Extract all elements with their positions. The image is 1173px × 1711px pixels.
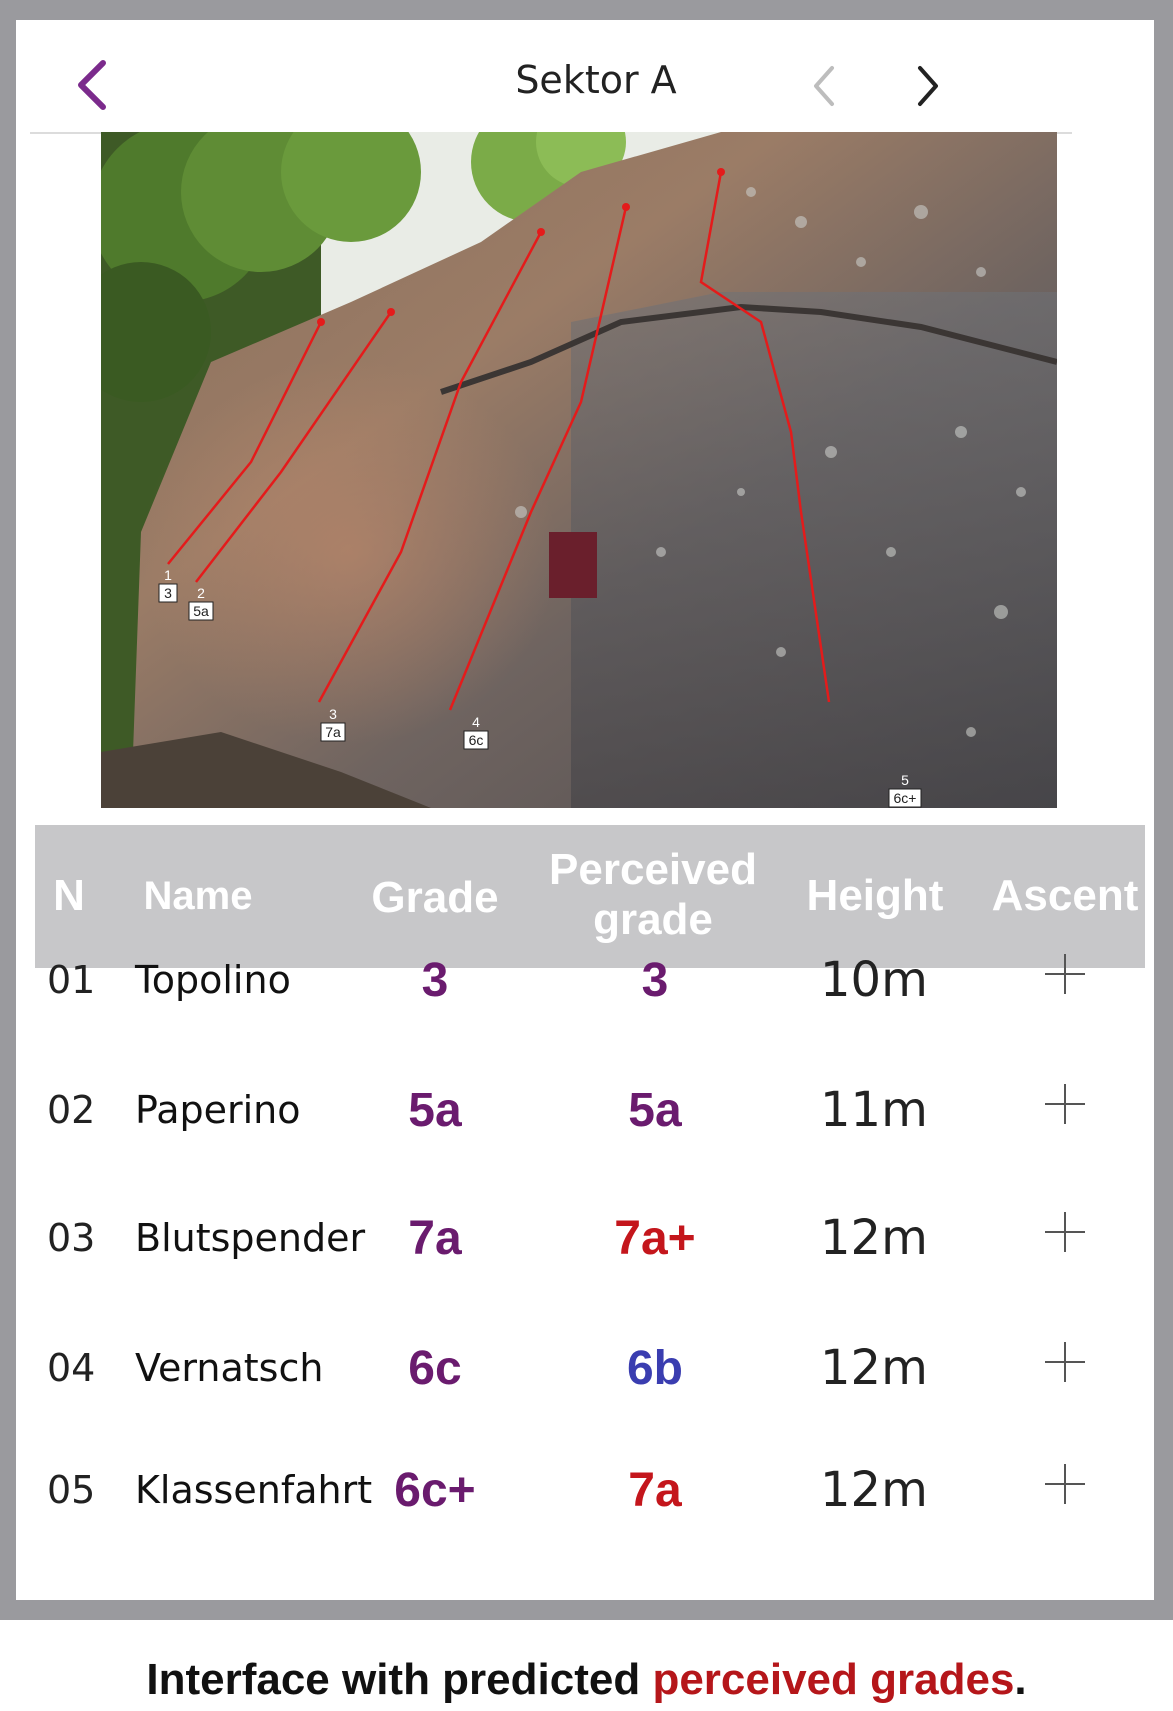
column-header-ascent: Ascent: [991, 871, 1139, 920]
table-row: 05 Klassenfahrt 6c+ 7a 12m: [35, 1426, 1145, 1554]
svg-text:4: 4: [472, 714, 480, 730]
add-ascent-button[interactable]: [1015, 1168, 1115, 1296]
crag-photo: 1 3 2 5a 3 7a 4 6c 5 6c+: [101, 132, 1057, 808]
caption-suffix: .: [1014, 1655, 1027, 1704]
route-grade: 5a: [408, 1083, 462, 1137]
table-row: 02 Paperino 5a 5a 11m: [35, 1046, 1145, 1174]
svg-text:2: 2: [197, 585, 205, 601]
route-number: 04: [47, 1346, 96, 1390]
route-grade: 6c: [408, 1341, 462, 1395]
previous-sector-button[interactable]: [794, 54, 854, 118]
route-tag-1: 1 3: [158, 567, 178, 603]
route-tag-2: 2 5a: [188, 585, 214, 621]
route-perceived-grade: 5a: [628, 1083, 682, 1137]
column-header-perceived-line1: Perceived: [549, 845, 757, 894]
route-tag-4: 4 6c: [463, 714, 489, 750]
route-number: 02: [47, 1088, 96, 1132]
svg-text:3: 3: [329, 706, 337, 722]
route-number: 03: [47, 1216, 96, 1260]
route-tag-5: 5 6c+: [888, 772, 922, 808]
svg-text:1: 1: [164, 567, 172, 583]
column-header-perceived-grade: Perceived grade: [533, 845, 773, 945]
route-perceived-grade: 7a: [628, 1463, 682, 1517]
svg-text:6c: 6c: [469, 732, 484, 748]
column-header-grade: Grade: [371, 873, 499, 922]
route-perceived-grade: 7a+: [614, 1211, 696, 1265]
route-tag-3: 3 7a: [320, 706, 346, 742]
table-row: 01 Topolino 3 3 10m: [35, 916, 1145, 1044]
route-number: 05: [47, 1468, 96, 1512]
svg-text:5: 5: [901, 772, 909, 788]
caption-prefix: Interface with predicted: [146, 1655, 653, 1704]
route-height: 10m: [820, 952, 928, 1008]
figure-caption: Interface with predicted perceived grade…: [0, 1655, 1173, 1705]
route-perceived-grade: 6b: [626, 1341, 683, 1395]
column-header-perceived-line2: grade: [593, 895, 713, 944]
route-name: Vernatsch: [135, 1346, 324, 1390]
column-header-height: Height: [806, 871, 944, 920]
route-number: 01: [47, 958, 96, 1002]
route-perceived-grade: 3: [641, 953, 669, 1007]
svg-text:3: 3: [164, 585, 172, 601]
route-grade: 6c+: [394, 1463, 476, 1517]
route-height: 12m: [820, 1340, 928, 1396]
add-ascent-button[interactable]: [1015, 1420, 1115, 1548]
route-height: 11m: [820, 1082, 928, 1138]
route-name: Blutspender: [135, 1216, 366, 1260]
route-grade: 7a: [408, 1211, 462, 1265]
add-ascent-button[interactable]: [1015, 1040, 1115, 1168]
plus-icon: [1045, 1342, 1085, 1382]
caption-accent: perceived grades: [652, 1655, 1015, 1704]
route-height: 12m: [820, 1462, 928, 1518]
column-header-n: N: [53, 871, 85, 920]
add-ascent-button[interactable]: [1015, 910, 1115, 1038]
back-button[interactable]: [62, 50, 122, 120]
route-name: Klassenfahrt: [135, 1468, 373, 1512]
svg-text:6c+: 6c+: [894, 790, 917, 806]
chevron-left-icon: [814, 66, 834, 106]
next-sector-button[interactable]: [898, 54, 958, 118]
table-row: 03 Blutspender 7a 7a+ 12m: [35, 1174, 1145, 1302]
chevron-right-icon: [918, 66, 938, 106]
plus-icon: [1045, 954, 1085, 994]
route-grade: 3: [421, 953, 449, 1007]
svg-text:7a: 7a: [325, 724, 341, 740]
plus-icon: [1045, 1212, 1085, 1252]
add-ascent-button[interactable]: [1015, 1298, 1115, 1426]
route-height: 12m: [820, 1210, 928, 1266]
plus-icon: [1045, 1084, 1085, 1124]
page-title: Sektor A: [515, 58, 677, 102]
routes-table-header: N Name Grade Perceived grade Height Asce…: [35, 825, 1145, 968]
chevron-left-icon: [78, 60, 106, 110]
table-row: 04 Vernatsch 6c 6b 12m: [35, 1304, 1145, 1432]
svg-text:5a: 5a: [193, 603, 209, 619]
route-name: Topolino: [135, 958, 291, 1002]
plus-icon: [1045, 1464, 1085, 1504]
route-name: Paperino: [135, 1088, 301, 1132]
column-header-name: Name: [143, 874, 253, 918]
app-screen: Sektor A: [16, 20, 1154, 1600]
